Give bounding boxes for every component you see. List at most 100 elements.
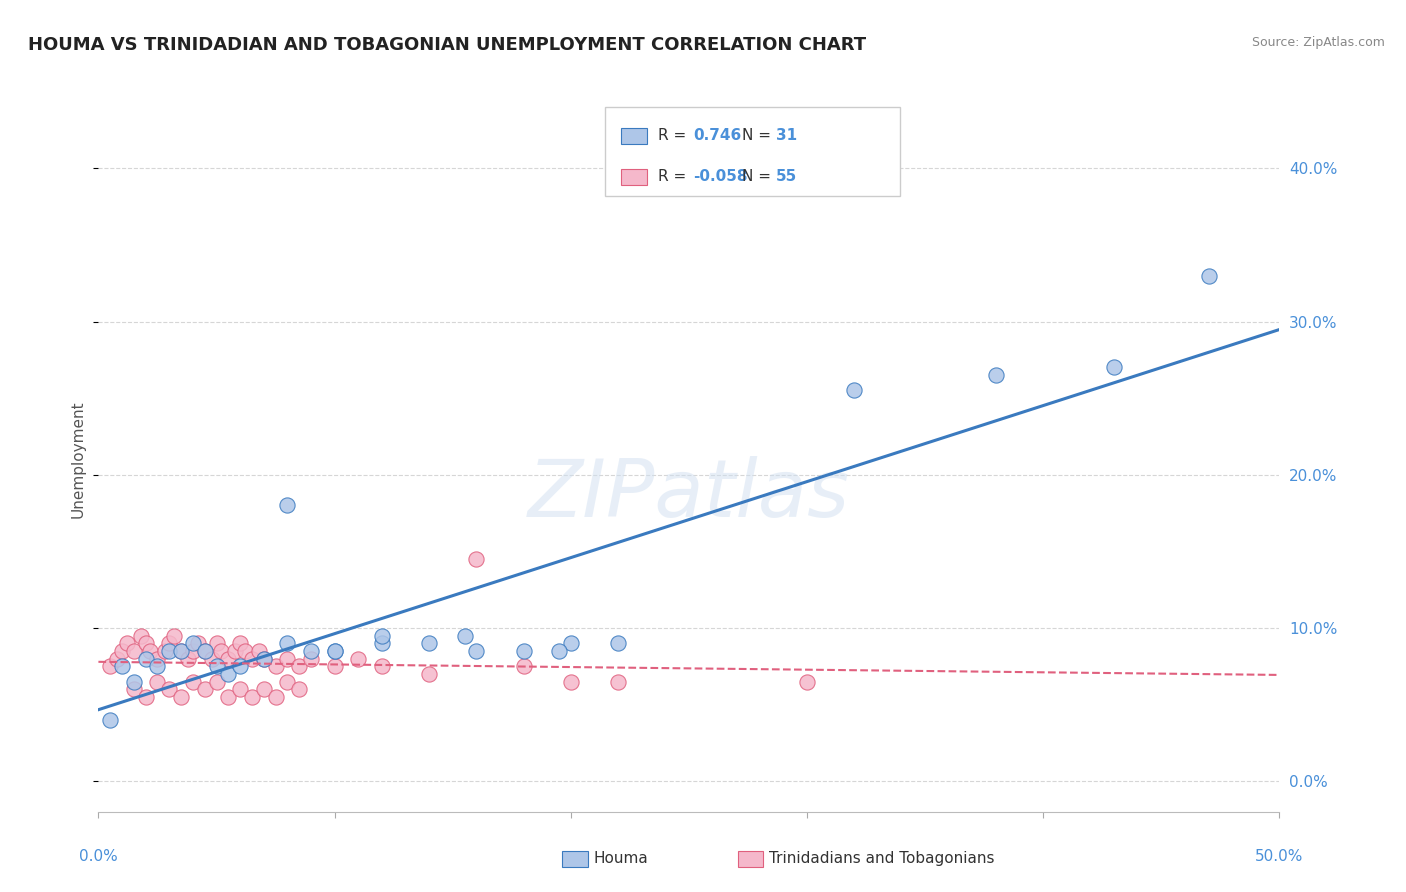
Point [984,368,1007,383]
Point [217,666,239,681]
Point [217,651,239,665]
Point [264,659,287,673]
Y-axis label: Unemployment: Unemployment [70,401,86,518]
Point [229,659,252,673]
Text: HOUMA VS TRINIDADIAN AND TOBAGONIAN UNEMPLOYMENT CORRELATION CHART: HOUMA VS TRINIDADIAN AND TOBAGONIAN UNEM… [28,36,866,54]
Point [135,636,157,650]
Point [240,690,263,704]
Point [194,644,217,658]
Point [229,682,252,697]
Text: Trinidadians and Tobagonians: Trinidadians and Tobagonians [769,852,994,866]
Point [299,651,322,665]
Text: 55: 55 [776,169,797,184]
Point [181,674,204,689]
Point [187,636,209,650]
Point [288,659,311,673]
Text: N =: N = [742,169,776,184]
Point [157,644,180,658]
Point [607,636,630,650]
Point [418,636,440,650]
Point [323,644,346,658]
Point [170,644,193,658]
Text: 0.0%: 0.0% [79,849,118,863]
Point [276,636,298,650]
Point [229,636,252,650]
Point [276,499,298,513]
Point [205,659,228,673]
Point [276,674,298,689]
Point [205,674,228,689]
Point [323,659,346,673]
Point [111,644,134,658]
Point [157,682,180,697]
Point [139,644,162,658]
Point [233,644,256,658]
Text: 0.746: 0.746 [693,128,741,143]
Point [194,682,217,697]
Point [288,682,311,697]
Point [105,651,128,665]
Point [177,651,200,665]
Point [98,659,121,673]
Point [181,636,204,650]
Point [135,690,157,704]
Point [247,644,270,658]
Text: N =: N = [742,128,776,143]
Point [115,636,138,650]
Point [1102,360,1125,375]
Point [111,659,134,673]
Point [122,644,145,658]
Point [844,384,866,398]
Point [371,628,394,642]
Point [253,651,276,665]
Point [146,674,169,689]
Point [98,713,121,727]
Point [347,651,370,665]
Text: 31: 31 [776,128,797,143]
Text: ZIPatlas: ZIPatlas [527,456,851,533]
Point [146,659,169,673]
Text: R =: R = [658,169,692,184]
Point [129,628,152,642]
Point [548,644,571,658]
Point [163,628,186,642]
Point [253,651,276,665]
Point [264,690,287,704]
Point [299,644,322,658]
Point [796,674,818,689]
Point [122,682,145,697]
Point [323,644,346,658]
Point [465,552,488,566]
Text: Source: ZipAtlas.com: Source: ZipAtlas.com [1251,36,1385,49]
Point [157,636,180,650]
Point [194,644,217,658]
Point [240,651,263,665]
Point [607,674,630,689]
Point [209,644,232,658]
Point [560,636,582,650]
Point [135,651,157,665]
Point [153,644,176,658]
Point [224,644,246,658]
Point [170,690,193,704]
Point [217,690,239,704]
Point [170,644,193,658]
Point [205,636,228,650]
Point [371,659,394,673]
Point [201,651,224,665]
Text: -0.058: -0.058 [693,169,748,184]
Point [122,674,145,689]
Point [560,674,582,689]
Point [253,682,276,697]
Point [512,644,534,658]
Text: R =: R = [658,128,692,143]
Point [146,651,169,665]
Point [418,666,440,681]
Point [181,644,204,658]
Text: 50.0%: 50.0% [1256,849,1303,863]
Point [371,636,394,650]
Text: Houma: Houma [593,852,648,866]
Point [465,644,488,658]
Point [512,659,534,673]
Point [1198,268,1220,283]
